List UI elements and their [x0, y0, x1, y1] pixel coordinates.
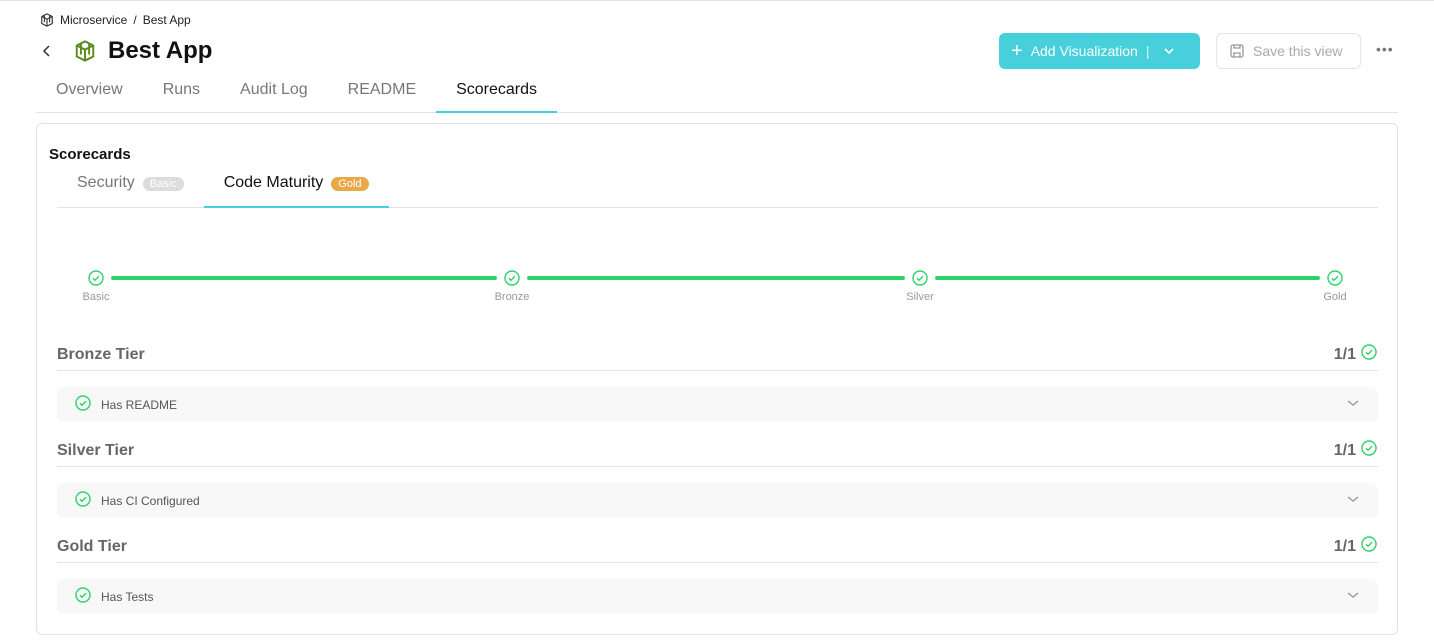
add-visualization-button[interactable]: + Add Visualization | — [999, 33, 1200, 69]
level-badge: Basic — [142, 177, 184, 191]
tab-runs[interactable]: Runs — [162, 81, 201, 98]
tier-name: Silver Tier — [57, 441, 135, 459]
chevron-down-icon[interactable] — [1346, 492, 1360, 509]
tab-label: Security — [77, 174, 135, 191]
tier-header: Bronze Tier 1/1 — [57, 339, 1378, 371]
check-circle-icon — [1361, 343, 1378, 366]
tab-code-maturity[interactable]: Code Maturity Gold — [203, 170, 389, 208]
check-circle-icon — [890, 270, 950, 289]
cube-icon — [41, 13, 53, 27]
level-label: Basic — [82, 291, 110, 303]
main-tabs: Overview Runs Audit Log README Scorecard… — [36, 77, 1398, 113]
check-circle-icon — [1361, 439, 1378, 462]
plus-icon: + — [1011, 39, 1023, 62]
breadcrumb-separator: / — [133, 13, 137, 27]
rule-item[interactable]: Has CI Configured — [57, 483, 1378, 518]
save-view-label: Save this view — [1253, 43, 1343, 59]
chevron-down-icon[interactable] — [1346, 588, 1360, 605]
tier-name: Gold Tier — [57, 537, 127, 555]
more-options-icon[interactable]: ••• — [1376, 41, 1394, 57]
check-circle-icon — [1305, 270, 1365, 289]
progress-bar-segment — [527, 276, 905, 280]
level-label: Bronze — [494, 291, 530, 303]
tier-score: 1/1 — [1333, 537, 1356, 555]
breadcrumb: Microservice / Best App — [40, 13, 191, 27]
tab-scorecards[interactable]: Scorecards — [436, 77, 558, 113]
progress-bar-segment — [111, 276, 497, 280]
chevron-down-icon[interactable] — [1163, 45, 1175, 57]
rule-name: Has Tests — [101, 589, 154, 604]
check-circle-icon — [75, 395, 91, 414]
scorecards-title: Scorecards — [49, 146, 131, 163]
check-circle-icon — [1361, 535, 1378, 558]
back-icon[interactable] — [40, 44, 54, 58]
save-view-button[interactable]: Save this view — [1216, 33, 1361, 69]
level-node: Silver — [890, 270, 950, 303]
tier-header: Silver Tier 1/1 — [57, 435, 1378, 467]
level-label: Gold — [1323, 291, 1347, 303]
tier-score: 1/1 — [1333, 441, 1356, 459]
rule-name: Has README — [101, 397, 178, 412]
tab-audit-log[interactable]: Audit Log — [240, 81, 308, 98]
tab-label: Code Maturity — [223, 174, 324, 191]
progress-bar-segment — [935, 276, 1320, 280]
tier-name: Bronze Tier — [57, 345, 145, 363]
breadcrumb-current: Best App — [142, 13, 191, 27]
breadcrumb-parent[interactable]: Microservice — [60, 13, 128, 27]
rule-item[interactable]: Has README — [57, 387, 1378, 422]
level-label: Silver — [906, 291, 934, 303]
level-node: Bronze — [482, 270, 542, 303]
tier-score: 1/1 — [1333, 345, 1356, 363]
tab-overview[interactable]: Overview — [56, 81, 123, 98]
chevron-down-icon[interactable] — [1346, 396, 1360, 413]
scorecards-card: Scorecards Security Basic Code Maturity Go… — [36, 123, 1398, 635]
level-node: Gold — [1305, 270, 1365, 303]
level-node: Basic — [66, 270, 126, 303]
check-circle-icon — [66, 270, 126, 289]
tab-security[interactable]: Security Basic — [57, 170, 204, 208]
save-icon — [1230, 44, 1244, 58]
cube-icon — [75, 40, 95, 62]
check-circle-icon — [482, 270, 542, 289]
page-title: Best App — [108, 37, 213, 64]
add-visualization-label: Add Visualization — [1030, 43, 1138, 59]
check-circle-icon — [75, 491, 91, 510]
tier-header: Gold Tier 1/1 — [57, 531, 1378, 563]
check-circle-icon — [75, 587, 91, 606]
tab-readme[interactable]: README — [347, 81, 417, 98]
level-badge: Gold — [331, 177, 369, 191]
rule-name: Has CI Configured — [101, 493, 200, 508]
rule-item[interactable]: Has Tests — [57, 579, 1378, 614]
